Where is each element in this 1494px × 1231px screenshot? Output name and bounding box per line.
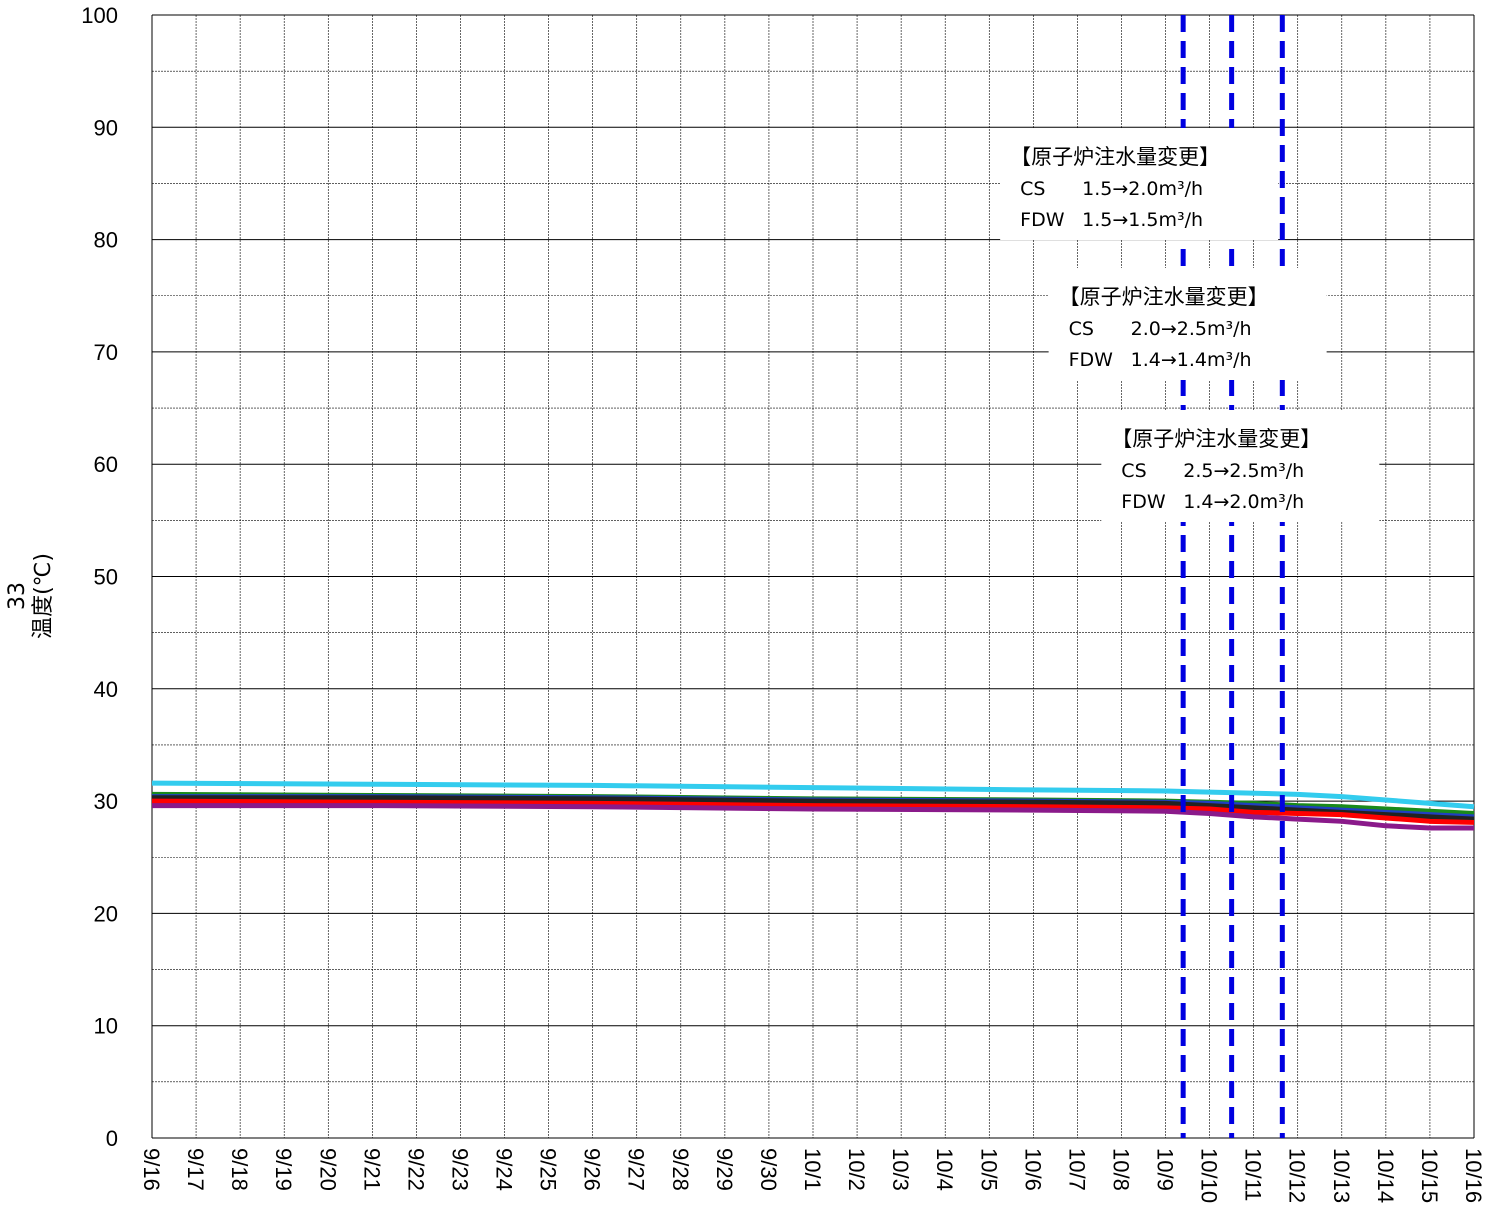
series-lines: [151, 780, 1475, 831]
x-tick-9-30: 9/30: [756, 1148, 781, 1191]
x-tick-10-13: 10/13: [1329, 1148, 1354, 1203]
y-tick-30: 30: [94, 789, 118, 814]
annotation-0: 【原子炉注水量変更】 CS 1.5→2.0m³/h FDW 1.5→1.5m³/h: [1000, 128, 1279, 240]
series-line-0: [151, 780, 1475, 810]
x-tick-labels: 9/16 9/17 9/18 9/19 9/20 9/21 9/22 9/23 9/24 9/25…: [139, 1148, 1486, 1203]
y-axis-label-text: 温度(℃): [31, 553, 56, 639]
series-line-5: [152, 803, 1474, 831]
y-tick-50: 50: [94, 565, 118, 590]
y-tick-labels: 0 10 20 30 40 50 60 70 80 90 100: [81, 3, 118, 1151]
annotation-cs-label: CS: [1069, 318, 1094, 340]
y-tick-40: 40: [94, 677, 118, 702]
x-tick-9-18: 9/18: [227, 1148, 252, 1191]
annotation-cs-value: 1.5→2.0m³/h: [1082, 178, 1203, 200]
y-tick-0: 0: [106, 1126, 118, 1151]
y-tick-10: 10: [94, 1014, 118, 1039]
x-tick-10-7: 10/7: [1064, 1148, 1089, 1191]
x-tick-9-27: 9/27: [624, 1148, 649, 1191]
x-tick-9-23: 9/23: [447, 1148, 472, 1191]
annotation-cs-value: 2.0→2.5m³/h: [1131, 318, 1252, 340]
x-tick-10-3: 10/3: [888, 1148, 913, 1191]
x-tick-9-29: 9/29: [712, 1148, 737, 1191]
x-tick-10-10: 10/10: [1197, 1148, 1222, 1203]
x-tick-10-1: 10/1: [800, 1148, 825, 1191]
x-tick-9-17: 9/17: [183, 1148, 208, 1191]
annotation-1: 【原子炉注水量変更】 CS 2.0→2.5m³/h FDW 1.4→1.4m³/h: [1048, 268, 1327, 380]
x-tick-10-9: 10/9: [1153, 1148, 1178, 1191]
annotation-fdw-value: 1.4→1.4m³/h: [1131, 349, 1252, 371]
annotation-box: [1101, 410, 1380, 522]
y-tick-20: 20: [94, 901, 118, 926]
annotation-title: 【原子炉注水量変更】: [1111, 427, 1321, 451]
y-tick-100: 100: [81, 3, 118, 28]
y-tick-70: 70: [94, 340, 118, 365]
x-tick-9-25: 9/25: [536, 1148, 561, 1191]
series-line-4: [151, 798, 1475, 825]
x-tick-9-21: 9/21: [359, 1148, 384, 1191]
annotation-box: [1000, 128, 1279, 240]
x-tick-10-11: 10/11: [1241, 1148, 1266, 1201]
x-tick-10-2: 10/2: [844, 1148, 869, 1191]
x-tick-10-16: 10/16: [1461, 1148, 1486, 1203]
x-tick-10-12: 10/12: [1285, 1148, 1310, 1203]
annotation-fdw-label: FDW: [1069, 349, 1114, 371]
annotation-fdw-value: 1.5→1.5m³/h: [1082, 209, 1203, 231]
x-tick-9-19: 9/19: [271, 1148, 296, 1191]
annotation-2: 【原子炉注水量変更】 CS 2.5→2.5m³/h FDW 1.4→2.0m³/h: [1101, 410, 1380, 522]
x-tick-10-8: 10/8: [1108, 1148, 1133, 1191]
annotation-cs-label: CS: [1121, 460, 1146, 482]
annotation-cs-label: CS: [1020, 178, 1045, 200]
annotation-fdw-value: 1.4→2.0m³/h: [1183, 491, 1304, 513]
y-tick-90: 90: [94, 115, 118, 140]
x-tick-9-22: 9/22: [403, 1148, 428, 1191]
annotation-fdw-label: FDW: [1020, 209, 1065, 231]
x-tick-9-26: 9/26: [580, 1148, 605, 1191]
y-axis-label-prefix: 33: [5, 582, 30, 610]
x-tick-10-15: 10/15: [1417, 1148, 1442, 1203]
x-tick-10-4: 10/4: [932, 1148, 957, 1191]
annotation-title: 【原子炉注水量変更】: [1059, 285, 1269, 309]
x-tick-10-5: 10/5: [976, 1148, 1001, 1191]
annotation-cs-value: 2.5→2.5m³/h: [1183, 460, 1304, 482]
annotation-fdw-label: FDW: [1121, 491, 1166, 513]
annotation-title: 【原子炉注水量変更】: [1010, 145, 1220, 169]
series-line-3: [152, 795, 1475, 822]
x-tick-9-28: 9/28: [668, 1148, 693, 1191]
y-tick-60: 60: [94, 452, 118, 477]
y-tick-80: 80: [94, 228, 118, 253]
annotation-box: [1048, 268, 1327, 380]
x-tick-9-24: 9/24: [492, 1148, 517, 1191]
x-tick-10-6: 10/6: [1020, 1148, 1045, 1191]
x-tick-10-14: 10/14: [1373, 1148, 1398, 1203]
x-tick-9-16: 9/16: [139, 1148, 164, 1191]
y-axis-label: 33 温度(℃): [5, 553, 56, 639]
x-tick-9-20: 9/20: [315, 1148, 340, 1191]
